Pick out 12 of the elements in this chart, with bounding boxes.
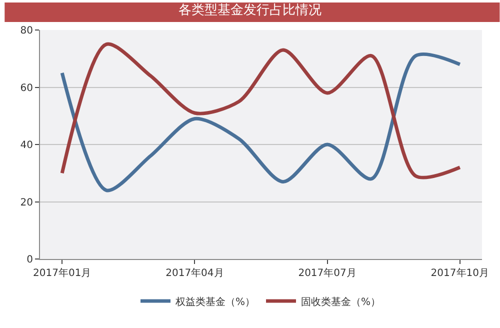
- y-tick-label: 20: [20, 197, 33, 208]
- y-tick-label: 60: [20, 82, 33, 94]
- legend-label: 固收类基金（%）: [301, 296, 381, 308]
- y-tick-label: 80: [20, 26, 33, 36]
- x-tick-label: 2017年07月: [298, 267, 356, 279]
- legend-label: 权益类基金（%）: [174, 296, 256, 308]
- chart-title: 各类型基金发行占比情况: [178, 3, 322, 18]
- y-tick-label: 40: [20, 140, 33, 151]
- x-tick-label: 2017年01月: [33, 267, 92, 279]
- y-tick-label: 0: [26, 254, 33, 266]
- x-tick-label: 2017年10月: [430, 267, 489, 279]
- x-tick-label: 2017年04月: [166, 267, 224, 279]
